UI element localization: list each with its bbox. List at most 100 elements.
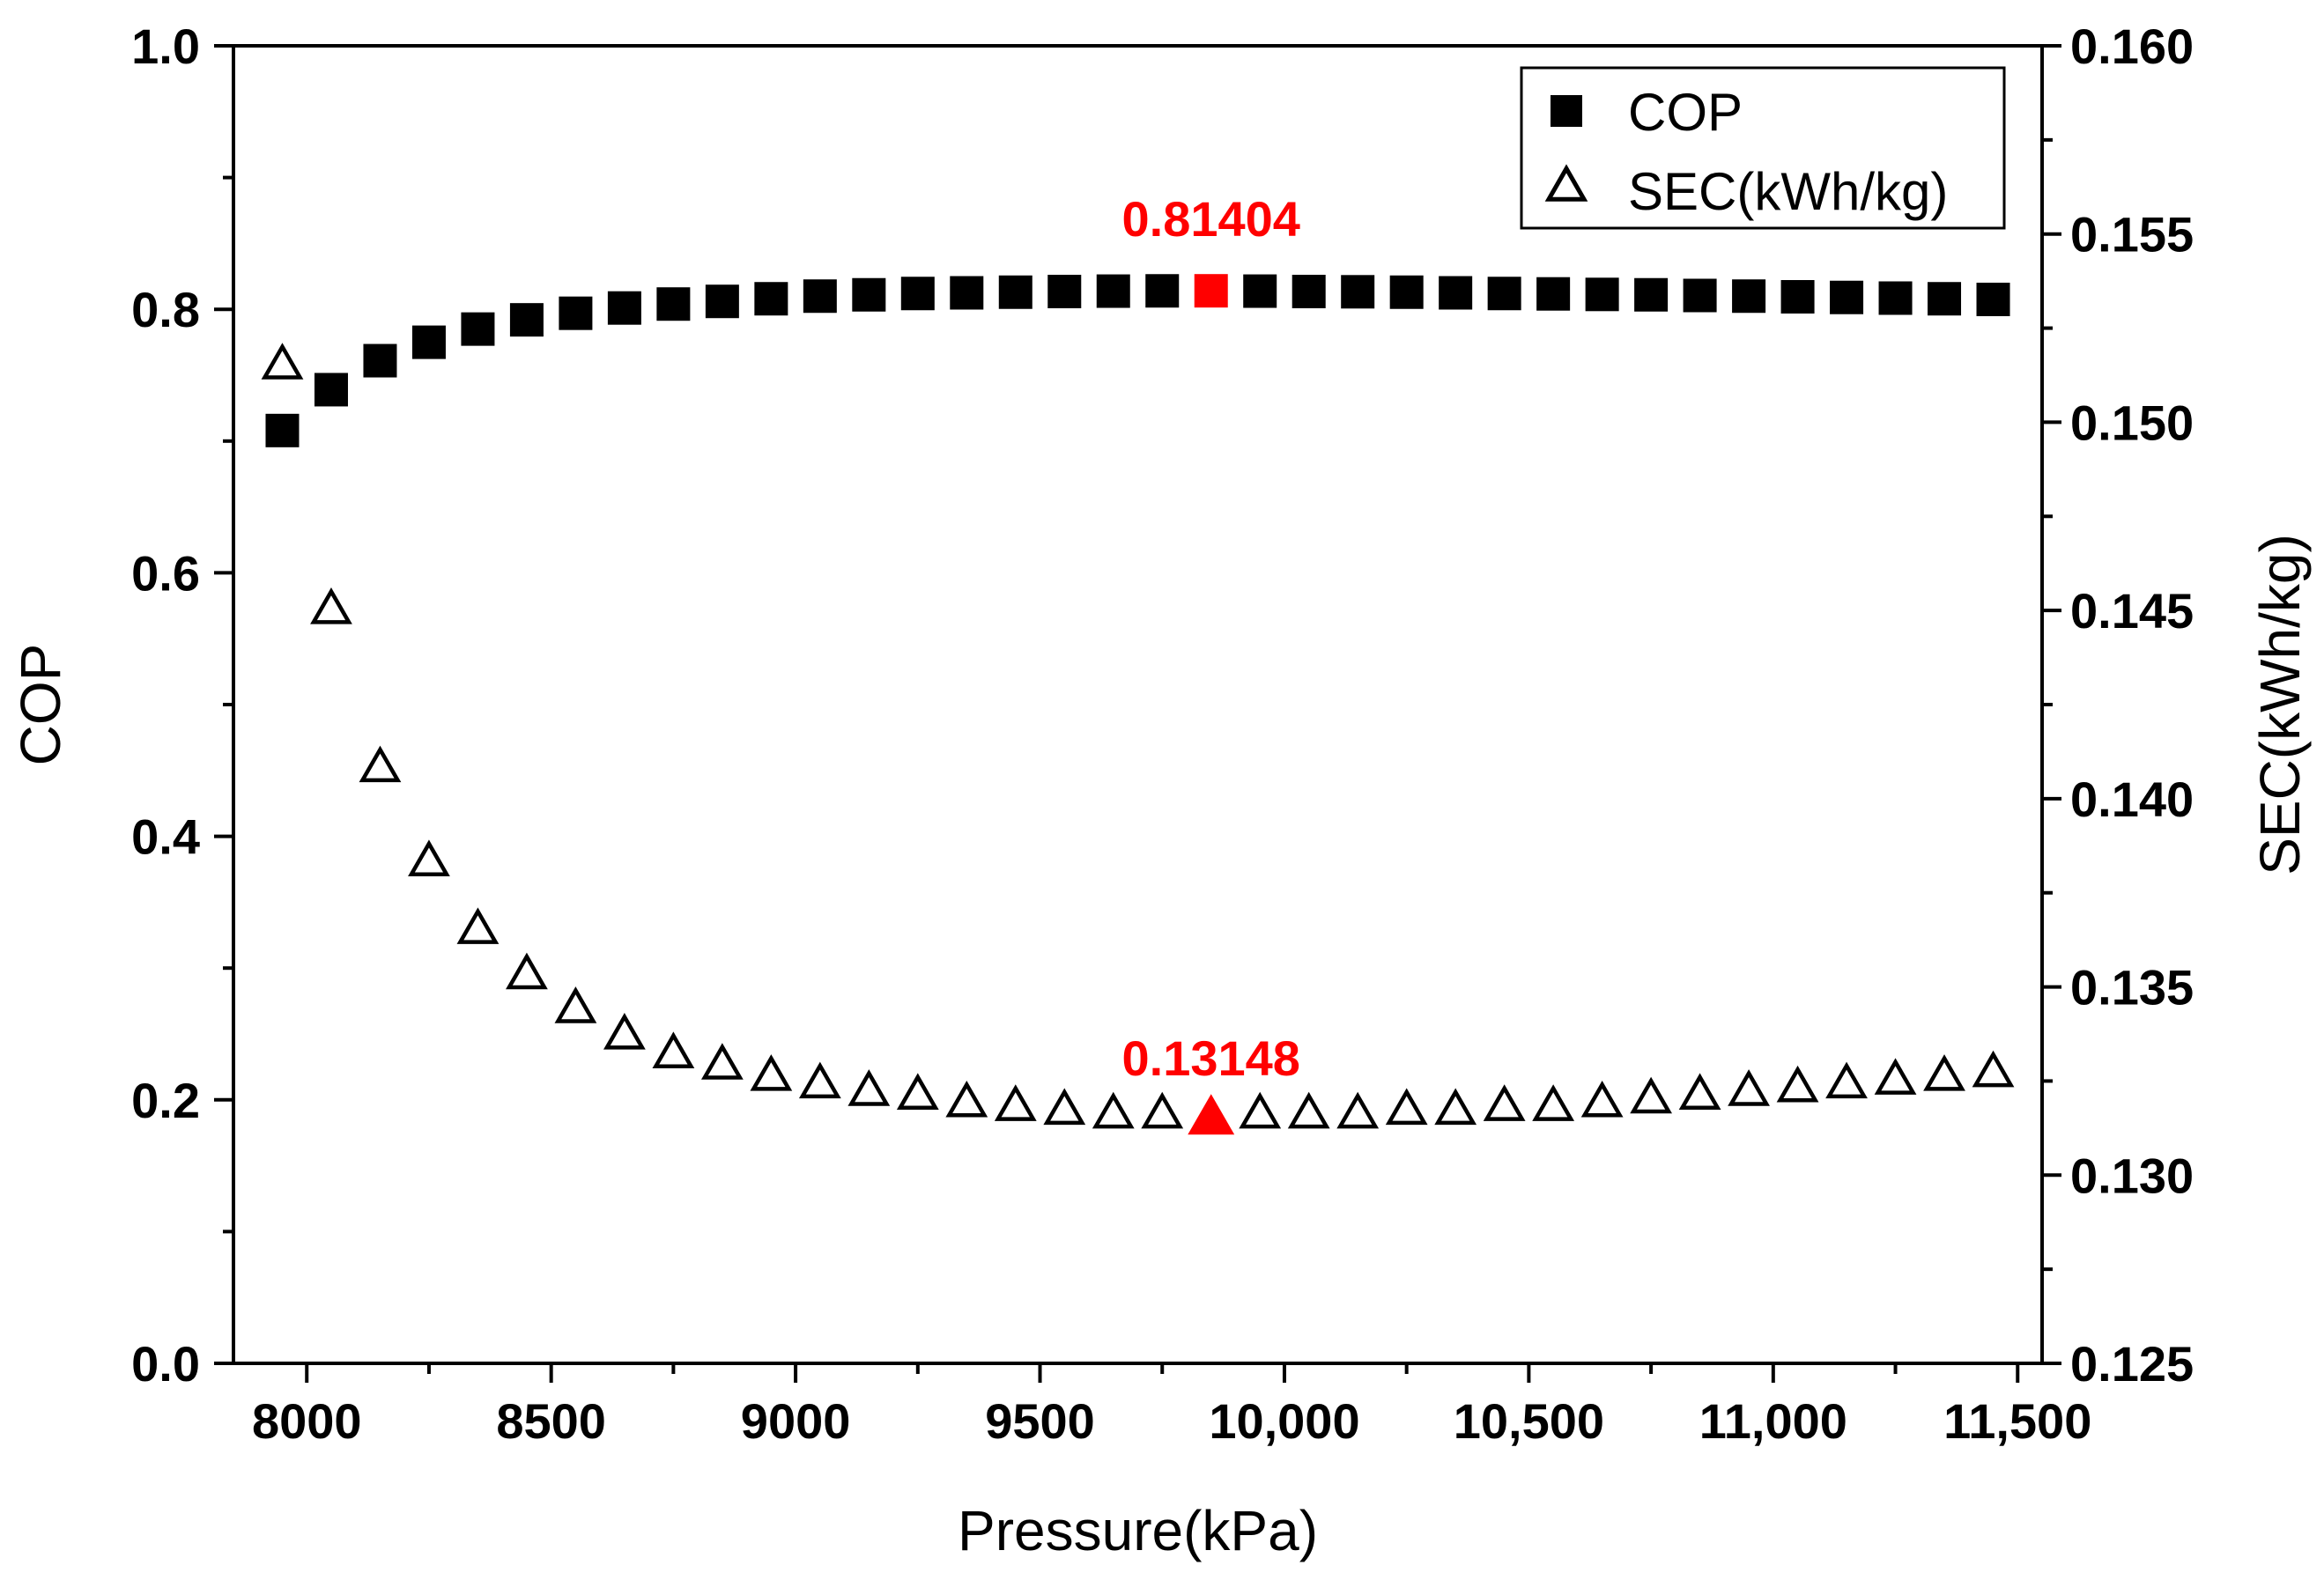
sec-point [456,907,500,944]
sec-point [408,839,450,876]
y-right-tick-label: 0.150 [2070,395,2194,450]
annotation-cop-max: 0.81404 [1122,191,1300,247]
cop-point [998,275,1032,309]
cop-point [265,413,300,447]
sec-point [261,343,304,380]
sec-point [603,1013,646,1050]
sec-point [1728,1069,1770,1106]
sec-point [700,1043,744,1080]
y-right-axis-title: SEC(kWh/kg) [2248,534,2312,875]
sec-point [847,1069,891,1106]
cop-point [1634,277,1669,312]
x-tick-label: 11,500 [1943,1393,2091,1449]
cop-point [559,296,593,330]
sec-point [1776,1065,1819,1103]
cop-point [1292,275,1326,309]
cop-point [705,284,739,319]
legend-label-sec: SEC(kWh/kg) [1628,162,1948,221]
series-cop [265,274,2010,447]
cop-point [754,282,788,316]
cop-point [1487,277,1521,311]
y-left-tick-label: 0.8 [131,282,200,337]
x-tick-label: 8000 [252,1393,362,1449]
annotation-sec-min: 0.13148 [1122,1030,1300,1086]
y-right-tick-label: 0.130 [2070,1148,2194,1203]
cop-point [803,279,837,314]
y-left-tick-label: 0.0 [131,1336,200,1392]
cop-point [363,343,397,378]
x-tick-label: 10,500 [1454,1393,1604,1449]
x-tick-label: 9000 [741,1393,851,1449]
sec-point [1043,1088,1086,1126]
cop-point [1145,274,1180,308]
cop-point [900,277,935,311]
sec-point [1483,1084,1526,1121]
sec-point [506,952,548,990]
cop-point [1732,279,1766,314]
sec-point [1287,1091,1330,1129]
y-left-tick-label: 0.6 [131,545,200,601]
sec-point [1874,1058,1917,1095]
sec-point [310,587,352,624]
y-right-tick-label: 0.160 [2070,18,2194,74]
series-sec [261,343,2015,1135]
cop-point [314,373,348,407]
sec-point [1239,1091,1282,1129]
highlight-annotations: 0.81404 0.13148 [1122,191,1300,1086]
cop-point [411,325,446,359]
cop-point [1096,274,1130,308]
sec-point [1141,1091,1184,1129]
y-right-tick-label: 0.140 [2070,772,2194,827]
cop-point [1389,275,1424,309]
x-axis-title: Pressure(kPa) [958,1499,1318,1562]
sec-point [1972,1050,2015,1088]
cop-point [1928,282,1962,316]
cop-point [607,291,641,325]
legend-marker-cop [1551,95,1582,127]
x-axis-ticks: 8000 8500 9000 9500 10,000 10,500 11,000 11,500 [252,1363,2091,1449]
sec-point [798,1061,841,1099]
cop-point [1243,274,1277,308]
y-left-tick-label: 1.0 [131,18,200,74]
sec-point-min [1188,1094,1235,1135]
x-tick-label: 8500 [496,1393,606,1449]
legend-label-cop: COP [1628,83,1743,142]
sec-point [652,1031,695,1068]
sec-point [945,1080,988,1118]
x-tick-label: 10,000 [1209,1393,1359,1449]
sec-point [1092,1091,1135,1129]
cop-point [852,277,886,312]
sec-point [359,745,402,783]
sec-point [1923,1054,1965,1091]
sec-point [1385,1088,1428,1126]
sec-point [1532,1084,1575,1121]
cop-point [656,287,691,321]
y-left-axis-ticks: 0.0 0.2 0.4 0.6 0.8 1.0 [131,18,233,1392]
sec-point [1678,1073,1721,1110]
sec-point [1630,1076,1672,1114]
legend-box [1520,66,2006,230]
cop-point [1976,282,2010,316]
cop-point-max [1194,274,1228,308]
y-right-tick-label: 0.135 [2070,960,2194,1015]
sec-point [896,1073,939,1110]
cop-point [1536,277,1571,311]
sec-point [994,1084,1037,1121]
cop-point [1780,279,1815,314]
y-right-axis-ticks: 0.125 0.130 0.135 0.140 0.145 0.150 0.155 0.160 [2042,18,2194,1392]
y-left-tick-label: 0.4 [131,809,200,865]
legend-marker-sec [1544,164,1588,202]
cop-point [950,276,984,310]
x-tick-label: 9500 [985,1393,1095,1449]
cop-point [1878,281,1913,315]
sec-point [1336,1091,1380,1129]
cop-point [1341,275,1375,309]
cop-point [461,312,495,346]
sec-point [1434,1088,1477,1126]
x-tick-label: 11,000 [1699,1393,1847,1449]
sec-point [1825,1061,1868,1099]
cop-point [1830,280,1864,314]
y-right-tick-label: 0.155 [2070,207,2194,262]
cop-point [1047,275,1082,309]
